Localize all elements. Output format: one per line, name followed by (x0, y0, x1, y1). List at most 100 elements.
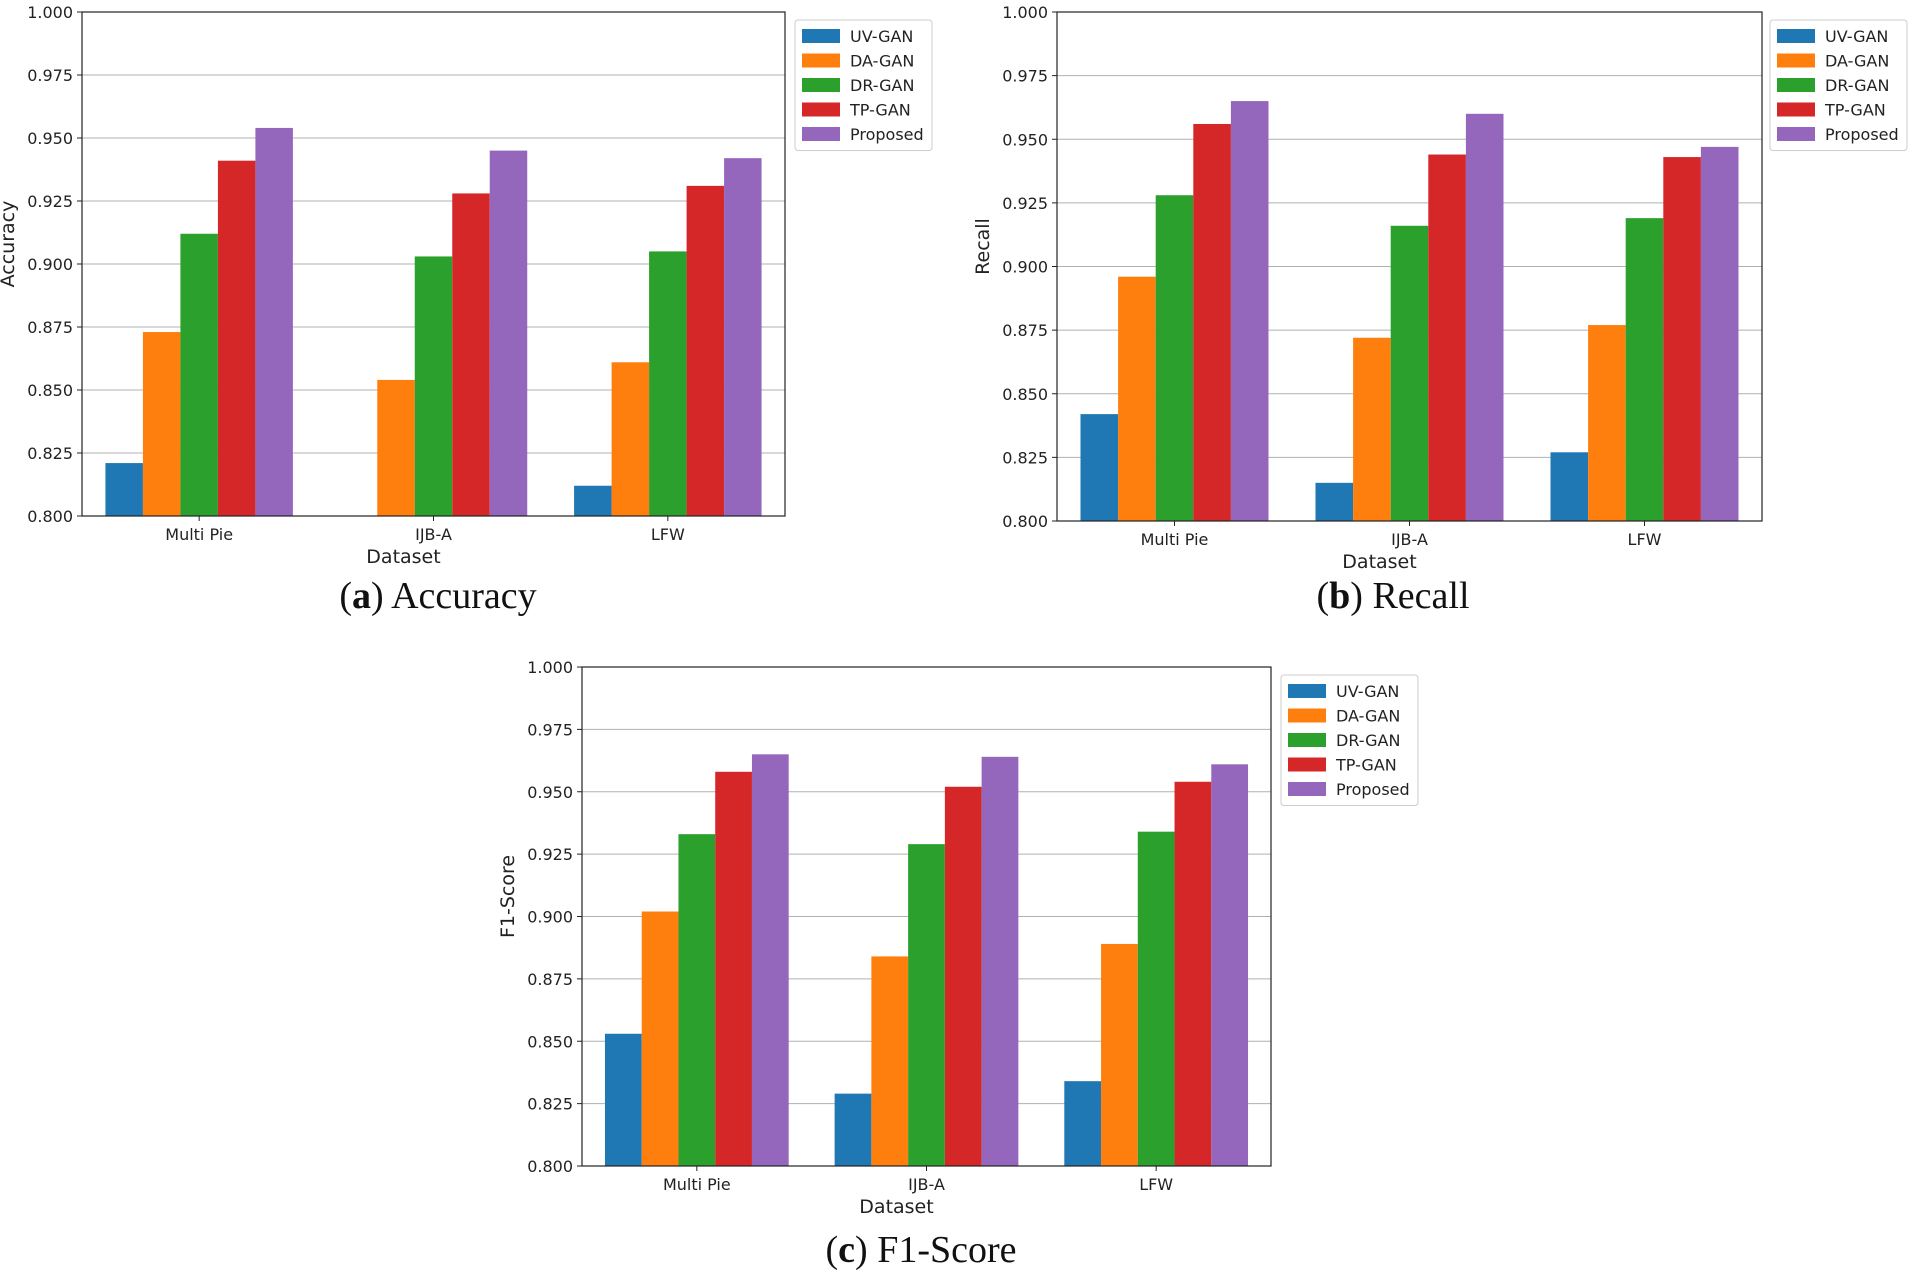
bar-proposed-lfw (1700, 146, 1739, 521)
subfigure-caption: (c) F1-Score (826, 1229, 1017, 1271)
legend-label: UV-GAN (1336, 682, 1399, 701)
legend-label: DA-GAN (1336, 707, 1400, 726)
legend-swatch (802, 78, 840, 92)
legend-swatch (802, 53, 840, 68)
legend-label: Proposed (850, 125, 924, 144)
legend-swatch (1777, 127, 1815, 141)
y-tick-label: 0.850 (1002, 385, 1048, 404)
x-tick-label: IJB-A (415, 525, 452, 544)
y-tick-label: 0.975 (527, 720, 573, 739)
y-tick-label: 0.875 (27, 318, 73, 337)
caption-letter: c (838, 1229, 855, 1271)
y-tick-label: 1.000 (27, 3, 73, 22)
legend: UV-GAN DA-GAN DR-GAN TP-GAN Proposed (1769, 19, 1908, 151)
plot-frame (581, 666, 1272, 1167)
legend-label: UV-GAN (1825, 27, 1888, 46)
x-tick-label: LFW (1628, 530, 1662, 549)
y-tick-label: 1.000 (1002, 3, 1048, 22)
x-tick-label: LFW (651, 525, 685, 544)
bar-uv-gan-lfw (574, 485, 612, 516)
bar-proposed-multi-pie (751, 754, 789, 1166)
legend-swatch (1777, 29, 1815, 43)
caption-text: F1-Score (877, 1229, 1016, 1271)
legend-swatch (1288, 782, 1326, 796)
x-tick-label: Multi Pie (1141, 530, 1209, 549)
legend-swatch (1288, 708, 1326, 723)
legend-swatch (802, 102, 840, 117)
y-tick-label: 0.925 (1002, 194, 1048, 213)
legend: UV-GAN DA-GAN DR-GAN TP-GAN Proposed (794, 19, 933, 151)
legend: UV-GAN DA-GAN DR-GAN TP-GAN Proposed (1280, 674, 1419, 806)
y-tick-label: 0.925 (527, 845, 573, 864)
bar-proposed-ijb-a (489, 150, 528, 516)
y-tick-label: 0.950 (1002, 130, 1048, 149)
bar-uv-gan-multi-pie (105, 463, 143, 516)
bar-da-gan-multi-pie (142, 332, 181, 516)
y-axis-label: Recall (972, 218, 994, 275)
bar-proposed-lfw (724, 158, 762, 516)
x-tick-label: Multi Pie (663, 1175, 731, 1194)
y-tick-label: 0.825 (1002, 448, 1048, 467)
plot-frame (1056, 11, 1763, 522)
legend-swatch (1777, 78, 1815, 92)
bar-dr-gan-lfw (1625, 218, 1664, 521)
bar-uv-gan-multi-pie (604, 1033, 642, 1166)
y-tick-label: 0.800 (27, 507, 73, 526)
bar-dr-gan-lfw (649, 251, 687, 516)
x-tick-label: IJB-A (1391, 530, 1428, 549)
legend-label: DA-GAN (850, 52, 914, 71)
legend-label: DR-GAN (1825, 76, 1889, 95)
bar-tp-gan-ijb-a (452, 193, 490, 516)
legend-label: DA-GAN (1825, 52, 1889, 71)
bar-tp-gan-ijb-a (1428, 154, 1466, 521)
x-tick-label: LFW (1139, 1175, 1173, 1194)
bar-tp-gan-ijb-a (944, 786, 982, 1166)
bar-uv-gan-lfw (1064, 1081, 1102, 1166)
y-tick-label: 0.900 (27, 255, 73, 274)
y-tick-label: 0.800 (527, 1157, 573, 1176)
y-axis-label: Accuracy (0, 201, 19, 288)
subfigure-caption: (a) Accuracy (339, 575, 536, 617)
bar-dr-gan-ijb-a (1390, 225, 1429, 521)
bar-da-gan-lfw (1101, 943, 1138, 1166)
subfigure-caption: (b) Recall (1316, 575, 1469, 617)
y-tick-label: 0.975 (27, 66, 73, 85)
legend-swatch (1777, 53, 1815, 68)
y-tick-label: 0.975 (1002, 67, 1048, 86)
legend-label: TP-GAN (849, 101, 911, 120)
bars (604, 754, 1249, 1166)
bar-da-gan-multi-pie (641, 911, 679, 1166)
bar-tp-gan-lfw (1663, 157, 1701, 521)
legend-swatch (802, 29, 840, 43)
y-tick-label: 0.875 (1002, 321, 1048, 340)
legend-swatch (1288, 757, 1326, 772)
legend-swatch (1288, 684, 1326, 698)
bar-tp-gan-lfw (686, 185, 725, 516)
y-tick-label: 0.850 (27, 381, 73, 400)
x-axis-label: Dataset (366, 546, 440, 568)
legend-label: Proposed (1825, 125, 1899, 144)
y-tick-label: 0.950 (527, 783, 573, 802)
legend-box (1280, 674, 1419, 806)
caption-text: Accuracy (391, 575, 537, 617)
bar-proposed-ijb-a (981, 756, 1019, 1166)
bar-uv-gan-ijb-a (1315, 482, 1354, 521)
bar-dr-gan-multi-pie (678, 834, 716, 1166)
legend-label: DR-GAN (850, 76, 914, 95)
y-axis-label: F1-Score (497, 855, 519, 938)
bar-tp-gan-multi-pie (715, 771, 752, 1166)
x-tick-label: Multi Pie (165, 525, 233, 544)
bar-da-gan-lfw (611, 362, 650, 516)
y-tick-label: 0.950 (27, 129, 73, 148)
bar-tp-gan-multi-pie (1193, 123, 1231, 521)
bars (1080, 101, 1739, 521)
bar-dr-gan-ijb-a (908, 844, 945, 1166)
legend-label: DR-GAN (1336, 731, 1400, 750)
bar-tp-gan-lfw (1174, 781, 1212, 1166)
plot-frame (81, 11, 786, 517)
bar-uv-gan-multi-pie (1080, 414, 1119, 521)
bar-uv-gan-lfw (1550, 452, 1589, 521)
bars (105, 127, 762, 516)
y-tick-label: 0.850 (527, 1032, 573, 1051)
